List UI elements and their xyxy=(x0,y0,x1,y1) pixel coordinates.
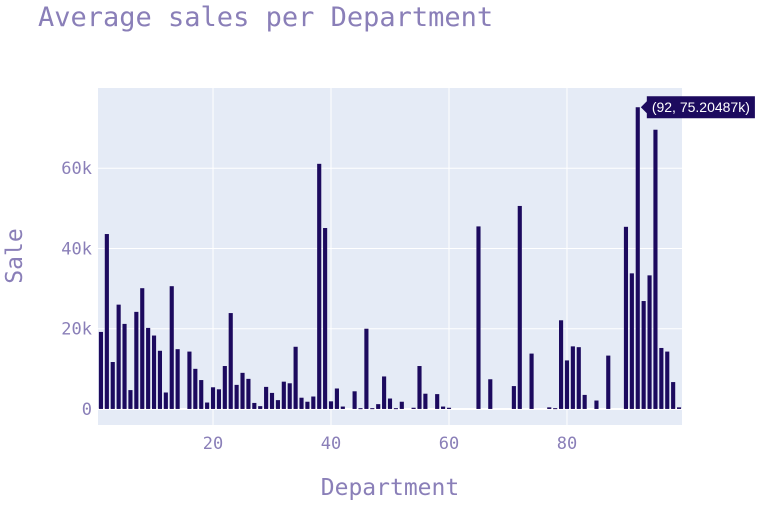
bar[interactable] xyxy=(199,380,204,409)
bar[interactable] xyxy=(98,331,104,409)
x-tick-label: 80 xyxy=(557,434,577,454)
bar[interactable] xyxy=(146,327,151,409)
tooltip-box xyxy=(640,96,755,119)
bar[interactable] xyxy=(246,378,251,409)
bar[interactable] xyxy=(216,389,221,409)
bar[interactable] xyxy=(116,304,121,409)
bar[interactable] xyxy=(169,286,174,409)
bar[interactable] xyxy=(529,353,534,409)
bar[interactable] xyxy=(311,396,316,409)
y-tick-label: 40k xyxy=(61,239,92,259)
bar[interactable] xyxy=(423,393,428,409)
bar[interactable] xyxy=(476,226,481,409)
bar[interactable] xyxy=(340,406,345,409)
bar[interactable] xyxy=(122,323,127,409)
bar[interactable] xyxy=(264,386,269,409)
x-tick-label: 60 xyxy=(439,434,459,454)
bar[interactable] xyxy=(435,394,440,409)
bar[interactable] xyxy=(653,129,658,409)
x-tick-label: 20 xyxy=(203,434,223,454)
bar[interactable] xyxy=(629,273,634,409)
bar[interactable] xyxy=(140,288,145,409)
bar[interactable] xyxy=(547,407,552,409)
bar[interactable] xyxy=(193,368,198,409)
bar[interactable] xyxy=(564,360,570,409)
bar[interactable] xyxy=(305,401,310,409)
bar[interactable] xyxy=(151,335,157,409)
x-tick-label: 40 xyxy=(321,434,341,454)
bar[interactable] xyxy=(281,381,286,409)
bar[interactable] xyxy=(488,379,493,409)
bar[interactable] xyxy=(676,407,682,409)
tooltip-label: (92, 75.20487k) xyxy=(652,99,750,115)
bar[interactable] xyxy=(411,407,416,409)
x-axis-title: Department xyxy=(321,475,459,501)
bars xyxy=(98,107,682,410)
bar[interactable] xyxy=(328,401,334,409)
bar[interactable] xyxy=(417,366,422,409)
bar[interactable] xyxy=(370,408,375,410)
bar[interactable] xyxy=(511,386,516,409)
bar[interactable] xyxy=(635,107,640,409)
bar[interactable] xyxy=(659,347,664,409)
bar[interactable] xyxy=(671,382,676,409)
bar[interactable] xyxy=(110,362,115,409)
y-tick-label: 20k xyxy=(61,320,92,340)
bar[interactable] xyxy=(163,392,168,409)
bar[interactable] xyxy=(134,311,139,409)
bar[interactable] xyxy=(334,388,339,409)
y-axis-title: Sale xyxy=(2,228,28,283)
bar[interactable] xyxy=(570,346,575,409)
bar[interactable] xyxy=(187,351,192,409)
bar[interactable] xyxy=(446,407,452,409)
bar[interactable] xyxy=(352,391,357,409)
bar[interactable] xyxy=(258,406,263,409)
bar[interactable] xyxy=(275,400,280,409)
hover-tooltip: (92, 75.20487k) xyxy=(640,96,755,119)
bar[interactable] xyxy=(240,372,245,409)
bar[interactable] xyxy=(641,301,646,409)
bar[interactable] xyxy=(399,401,404,409)
bar[interactable] xyxy=(104,234,109,409)
bar[interactable] xyxy=(234,384,239,409)
bar[interactable] xyxy=(553,408,558,410)
bar[interactable] xyxy=(376,404,381,409)
bar[interactable] xyxy=(665,351,670,409)
y-tick-label: 60k xyxy=(61,159,92,179)
bar[interactable] xyxy=(606,355,611,409)
bar[interactable] xyxy=(582,394,587,409)
bar[interactable] xyxy=(358,408,363,410)
bar[interactable] xyxy=(222,366,227,409)
bar[interactable] xyxy=(128,390,133,409)
bar[interactable] xyxy=(317,163,322,409)
bar[interactable] xyxy=(559,320,564,409)
bar[interactable] xyxy=(299,397,304,409)
bar[interactable] xyxy=(157,350,163,409)
bar[interactable] xyxy=(228,313,233,409)
bar[interactable] xyxy=(576,347,581,409)
bar[interactable] xyxy=(441,406,446,409)
bar[interactable] xyxy=(293,346,298,409)
bar[interactable] xyxy=(647,275,652,409)
bar[interactable] xyxy=(364,328,369,409)
y-tick-label: 0 xyxy=(82,400,92,420)
bar[interactable] xyxy=(517,205,522,409)
bar[interactable] xyxy=(594,400,599,409)
bar[interactable] xyxy=(323,228,328,409)
chart-title: Average sales per Department xyxy=(38,2,493,33)
bar[interactable] xyxy=(287,383,292,409)
bar[interactable] xyxy=(387,398,393,409)
plot-area xyxy=(98,88,682,425)
bar[interactable] xyxy=(623,226,629,409)
y-axis-ticks: 0 20k 40k 60k xyxy=(61,159,92,420)
bar[interactable] xyxy=(393,408,398,410)
bar[interactable] xyxy=(210,387,216,409)
bar[interactable] xyxy=(269,392,275,409)
bar[interactable] xyxy=(382,376,387,409)
bar[interactable] xyxy=(205,402,210,409)
bar[interactable] xyxy=(175,349,180,409)
x-axis-ticks: 20 40 60 80 xyxy=(203,434,577,454)
bar[interactable] xyxy=(252,402,257,409)
